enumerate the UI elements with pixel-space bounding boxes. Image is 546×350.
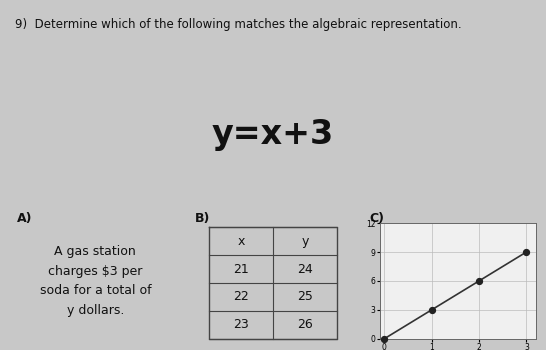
- Text: y: y: [301, 235, 308, 248]
- Text: 22: 22: [233, 290, 249, 303]
- Text: x: x: [238, 235, 245, 248]
- Text: A): A): [17, 212, 33, 225]
- Text: 25: 25: [297, 290, 313, 303]
- Text: 21: 21: [233, 262, 249, 275]
- Text: B): B): [195, 212, 210, 225]
- Text: 23: 23: [233, 318, 249, 331]
- Text: 26: 26: [297, 318, 313, 331]
- Text: y=x+3: y=x+3: [212, 118, 334, 151]
- Text: 9)  Determine which of the following matches the algebraic representation.: 9) Determine which of the following matc…: [15, 18, 461, 31]
- Text: C): C): [369, 212, 384, 225]
- Text: A gas station
charges $3 per
soda for a total of
y dollars.: A gas station charges $3 per soda for a …: [39, 245, 151, 317]
- Text: 24: 24: [297, 262, 313, 275]
